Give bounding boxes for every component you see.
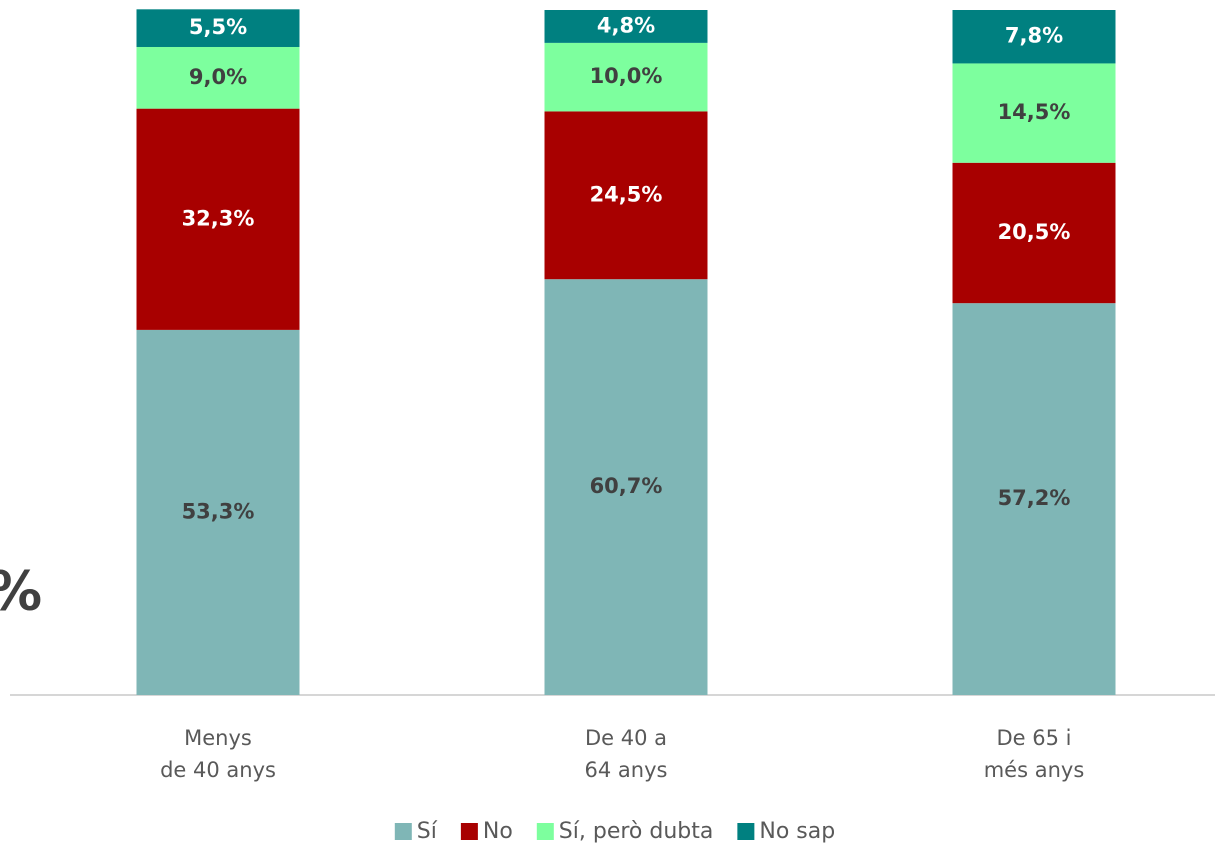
bar-segment xyxy=(952,63,1116,163)
data-label: 9,0% xyxy=(189,65,247,89)
bar-segment xyxy=(952,10,1116,64)
bar-segment xyxy=(544,111,708,280)
data-label: 60,7% xyxy=(590,474,663,498)
data-label: 5,5% xyxy=(189,15,247,39)
data-label: 32,3% xyxy=(182,206,255,230)
legend-swatch xyxy=(394,823,412,840)
data-label: 57,2% xyxy=(998,486,1071,510)
legend-swatch xyxy=(460,823,478,840)
bar-segment xyxy=(136,329,300,695)
data-label: 24,5% xyxy=(590,182,663,206)
legend-label: Sí xyxy=(417,819,438,844)
legend-label: No sap xyxy=(759,819,835,844)
data-label: 7,8% xyxy=(1005,24,1063,48)
data-label: 10,0% xyxy=(590,64,663,88)
data-label: 53,3% xyxy=(182,499,255,523)
bar-segment xyxy=(544,10,708,43)
bar-segment xyxy=(544,42,708,112)
data-label: 14,5% xyxy=(998,100,1071,124)
x-tick-label: Menys de 40 anys xyxy=(160,726,276,782)
bar-segment xyxy=(952,162,1116,304)
bar-segment xyxy=(952,303,1116,695)
legend-label: No xyxy=(483,819,513,844)
x-tick-label: De 65 i més anys xyxy=(983,726,1085,782)
bar-segment xyxy=(136,108,300,330)
legend-swatch xyxy=(536,823,554,840)
bar-segment xyxy=(136,46,300,109)
legend-label: Sí, però dubta xyxy=(559,819,714,844)
data-label: 4,8% xyxy=(597,13,655,37)
bar-segment xyxy=(136,9,300,47)
data-label: 20,5% xyxy=(998,220,1071,244)
x-tick-label: De 40 a 64 anys xyxy=(584,726,668,782)
legend-swatch xyxy=(737,823,755,840)
y-axis-label: % xyxy=(0,560,42,623)
bar-segment xyxy=(544,279,708,695)
